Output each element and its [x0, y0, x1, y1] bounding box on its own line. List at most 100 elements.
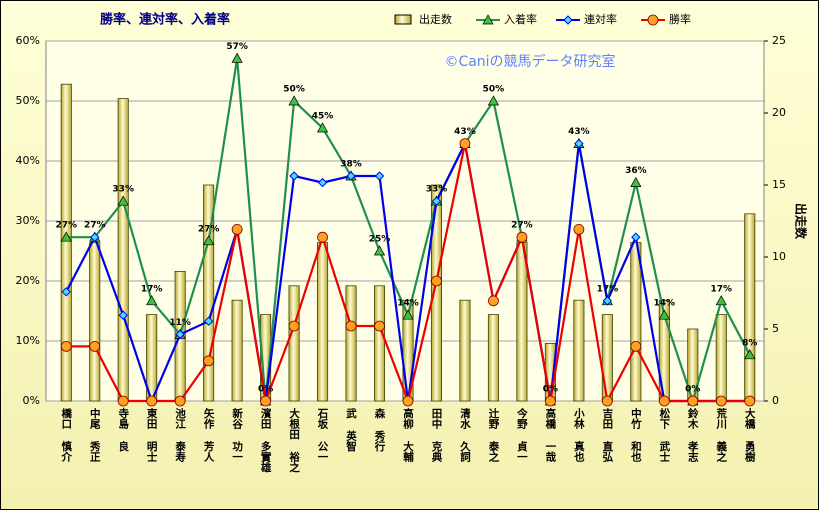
- marker: [431, 275, 442, 287]
- x-tick-label: 吉田 直弘: [601, 407, 613, 463]
- bar: [89, 242, 101, 402]
- marker: [374, 171, 385, 181]
- data-label: 43%: [454, 127, 476, 137]
- y-tick-label: 10%: [16, 334, 40, 347]
- legend-label: 勝率: [669, 12, 691, 26]
- marker: [175, 329, 185, 340]
- marker: [374, 320, 385, 332]
- bar: [117, 98, 129, 402]
- bar: [345, 285, 357, 402]
- data-label: 0%: [258, 385, 273, 395]
- marker: [90, 232, 100, 242]
- x-tick-label: 清水 久詞: [459, 407, 471, 463]
- marker: [602, 296, 613, 306]
- data-label: 8%: [742, 338, 757, 348]
- data-label: 17%: [597, 284, 619, 294]
- marker: [687, 395, 699, 407]
- data-label: 27%: [55, 221, 77, 231]
- marker: [60, 340, 72, 352]
- bar: [231, 299, 243, 402]
- watermark: ©Caniの競馬データ研究室: [444, 53, 615, 70]
- marker: [317, 231, 328, 243]
- x-tick-label: 寺島 良: [117, 407, 129, 452]
- data-label: 45%: [312, 112, 334, 122]
- x-tick-label: 新谷 功一: [231, 407, 243, 462]
- x-tick-label: 田中 克典: [430, 408, 442, 463]
- bar: [459, 299, 471, 402]
- x-tick-label: 今野 貞一: [516, 407, 528, 462]
- x-tick-label: 濱田 多實雄: [260, 407, 272, 473]
- marker: [431, 196, 442, 206]
- x-tick-label: 高橋 一哉: [544, 407, 556, 463]
- marker: [60, 231, 72, 242]
- marker: [573, 223, 585, 235]
- marker: [203, 355, 215, 367]
- y-tick-label: 20%: [16, 274, 40, 287]
- x-tick-label: 森 秀行: [374, 407, 386, 452]
- bar: [630, 242, 642, 402]
- y-tick-label: 0%: [23, 394, 40, 407]
- y2-tick-label: 0: [772, 394, 779, 407]
- data-label: 25%: [369, 235, 391, 245]
- x-tick-label: 松下 武士: [658, 407, 670, 462]
- x-tick-label: 中尾 秀正: [89, 407, 101, 462]
- marker: [345, 320, 357, 332]
- marker: [203, 316, 214, 326]
- y2-tick-label: 20: [772, 106, 786, 119]
- y-tick-label: 30%: [16, 214, 40, 227]
- marker: [630, 176, 642, 187]
- data-label: 33%: [112, 185, 134, 195]
- marker: [346, 171, 356, 181]
- x-tick-label: 荒川 義之: [715, 407, 727, 463]
- marker: [658, 309, 670, 320]
- marker: [89, 340, 101, 352]
- marker: [516, 231, 528, 243]
- legend-marker: [482, 14, 494, 25]
- bar: [715, 314, 727, 402]
- legend-label: 連対率: [584, 12, 617, 26]
- data-label: 57%: [226, 42, 248, 52]
- y-tick-label: 60%: [16, 34, 40, 47]
- data-label: 17%: [711, 284, 733, 294]
- data-label: 11%: [169, 318, 191, 328]
- legend-marker: [647, 14, 659, 26]
- data-label: 0%: [685, 385, 700, 395]
- marker: [61, 287, 71, 297]
- marker: [117, 195, 129, 206]
- bar: [60, 83, 72, 402]
- legend-marker: [563, 15, 573, 25]
- marker: [316, 122, 329, 133]
- data-label: 17%: [141, 284, 163, 294]
- legend-label: 出走数: [419, 12, 452, 26]
- bar: [744, 213, 756, 402]
- y2-tick-label: 15: [772, 178, 786, 191]
- data-label: 33%: [426, 185, 448, 195]
- data-label: 50%: [283, 85, 305, 95]
- y2-tick-label: 25: [772, 34, 786, 47]
- bar: [373, 285, 386, 402]
- marker: [631, 232, 641, 242]
- data-label: 27%: [511, 221, 533, 231]
- marker: [487, 95, 500, 106]
- data-label: 38%: [340, 160, 362, 170]
- data-label: 36%: [625, 166, 647, 176]
- x-tick-label: 小林 真也: [573, 407, 585, 462]
- marker: [574, 138, 584, 149]
- marker: [117, 395, 129, 407]
- marker: [744, 349, 756, 360]
- data-label: 14%: [654, 299, 676, 309]
- bar: [487, 314, 499, 402]
- x-tick-label: 高柳 大輔: [402, 407, 414, 463]
- y-tick-label: 40%: [16, 154, 40, 167]
- marker: [289, 171, 299, 181]
- marker: [658, 395, 670, 407]
- bar: [601, 314, 613, 402]
- y2-axis-label: 出走数: [794, 203, 809, 240]
- marker: [174, 395, 186, 407]
- marker: [146, 395, 158, 407]
- chart-title: 勝率、連対率、入着率: [100, 12, 230, 28]
- bar: [317, 242, 329, 402]
- marker: [231, 223, 243, 235]
- data-label: 50%: [483, 85, 505, 95]
